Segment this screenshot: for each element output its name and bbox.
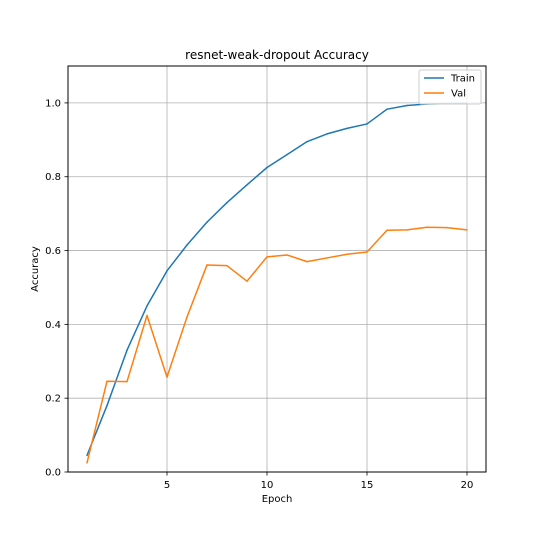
series-line-train — [86, 102, 468, 456]
legend-label-train: Train — [450, 74, 475, 85]
data-point-val — [146, 314, 148, 317]
data-point-train — [206, 221, 208, 223]
grid — [68, 66, 486, 473]
y-tick-label: 0.0 — [45, 468, 61, 479]
data-point-val — [286, 254, 288, 256]
axis-ticks: 5 10 15 20 0.0 0.2 0.4 0.6 0.8 1.0 — [45, 98, 473, 491]
data-point-train — [326, 133, 328, 135]
data-point-train — [106, 404, 108, 407]
data-point-train — [186, 244, 188, 246]
data-point-val — [346, 253, 348, 255]
data-point-val — [446, 226, 448, 229]
x-tick-label: 5 — [164, 480, 170, 491]
data-point-val — [226, 264, 228, 267]
data-point-train — [266, 166, 268, 169]
data-point-train — [226, 201, 228, 204]
x-tick-label: 10 — [261, 480, 274, 491]
data-point-val — [326, 257, 328, 259]
data-point-train — [286, 153, 288, 156]
data-point-train — [386, 108, 388, 110]
data-point-train — [166, 270, 168, 272]
data-point-train — [126, 349, 128, 351]
y-tick-label: 1.0 — [45, 98, 61, 109]
y-tick-label: 0.4 — [45, 320, 61, 331]
data-point-train — [346, 127, 348, 130]
data-point-val — [106, 380, 108, 382]
chart-title: resnet-weak-dropout Accuracy — [185, 48, 369, 62]
data-point-val — [366, 251, 368, 253]
y-tick-label: 0.6 — [45, 246, 61, 257]
data-point-train — [146, 305, 148, 307]
data-point-val — [206, 264, 208, 266]
data-point-train — [406, 104, 408, 107]
y-tick-label: 0.2 — [45, 394, 61, 405]
series-line-val — [86, 226, 468, 463]
series-lines — [86, 102, 468, 464]
legend: Train Val — [418, 69, 482, 105]
data-point-val — [386, 229, 388, 231]
plot-frame — [67, 65, 487, 473]
y-axis-label: Accuracy — [30, 246, 41, 292]
data-point-train — [306, 140, 308, 143]
x-tick-label: 20 — [461, 480, 474, 491]
data-point-val — [466, 229, 468, 231]
data-point-val — [306, 260, 308, 263]
data-point-train — [86, 454, 88, 457]
data-point-val — [426, 226, 428, 229]
data-point-train — [366, 123, 368, 125]
x-axis-label: Epoch — [262, 494, 293, 505]
data-point-val — [266, 256, 268, 258]
data-point-val — [186, 316, 188, 318]
data-point-val — [406, 229, 408, 231]
data-point-val — [86, 462, 88, 464]
data-point-val — [166, 376, 168, 378]
data-point-val — [126, 380, 128, 383]
legend-label-val: Val — [451, 89, 466, 100]
x-tick-label: 15 — [361, 480, 374, 491]
data-point-val — [246, 280, 248, 282]
y-tick-label: 0.8 — [45, 172, 61, 183]
data-point-train — [246, 184, 248, 186]
